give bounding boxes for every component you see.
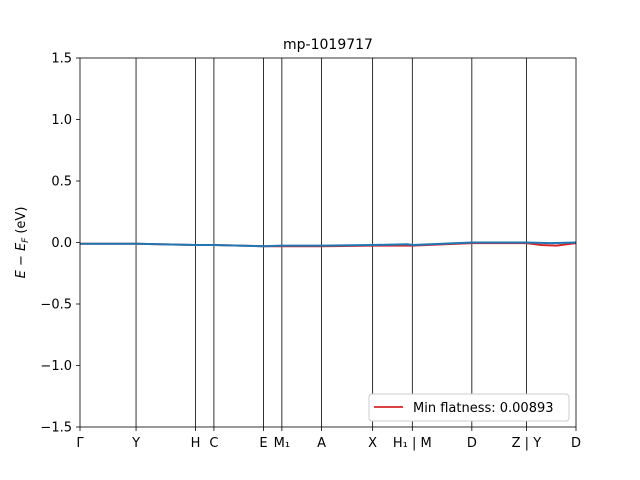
x-tick-label: Z | Y xyxy=(512,436,542,451)
y-tick-label: 0.5 xyxy=(51,175,72,190)
x-tick-label: X xyxy=(368,436,377,451)
x-tick-label: A xyxy=(317,436,326,451)
legend: Min flatness: 0.00893 xyxy=(368,393,570,422)
x-tick-label: D xyxy=(467,436,477,451)
x-axis: Γ Y H C E M₁ A X H₁ | M D Z | Y D xyxy=(76,427,581,451)
chart-title: mp-1019717 xyxy=(283,37,373,53)
y-axis: −1.5 −1.0 −0.5 0.0 0.5 1.0 1.5 xyxy=(40,52,80,436)
legend-label: Min flatness: 0.00893 xyxy=(413,401,554,416)
x-tick-label: H₁ | M xyxy=(393,436,432,451)
y-axis-label-sub: F xyxy=(21,237,31,243)
y-tick-label: 1.0 xyxy=(51,113,72,128)
x-tick-label: Y xyxy=(131,436,140,451)
x-tick-label: C xyxy=(209,436,218,451)
y-tick-label: 0.0 xyxy=(51,236,72,251)
x-tick-label: D xyxy=(571,436,581,451)
x-tick-label: Γ xyxy=(76,436,84,451)
y-tick-label: −0.5 xyxy=(40,298,72,313)
y-axis-label-unit: (eV) xyxy=(14,207,29,234)
legend-box xyxy=(368,393,570,422)
band-line-1 xyxy=(80,241,577,248)
y-axis-label: E − EF (eV) xyxy=(14,207,31,279)
x-tick-label: M₁ xyxy=(274,436,290,451)
y-axis-label-main: E − E xyxy=(14,242,29,278)
y-tick-label: −1.5 xyxy=(40,421,72,436)
x-tick-label: H xyxy=(191,436,201,451)
y-tick-label: −1.0 xyxy=(40,359,72,374)
y-tick-label: 1.5 xyxy=(51,52,72,67)
series-layer xyxy=(80,241,577,248)
x-tick-label: E xyxy=(259,436,267,451)
